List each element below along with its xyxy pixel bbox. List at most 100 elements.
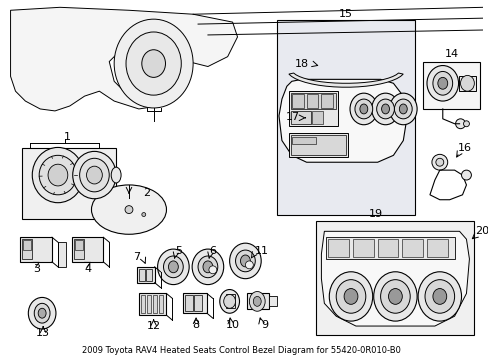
Ellipse shape bbox=[91, 185, 166, 234]
Bar bbox=[145, 269, 151, 281]
Circle shape bbox=[463, 121, 468, 127]
Ellipse shape bbox=[460, 75, 473, 91]
Text: 14: 14 bbox=[444, 49, 458, 59]
Bar bbox=[311, 111, 323, 124]
Ellipse shape bbox=[245, 261, 253, 269]
Bar bbox=[327, 239, 348, 257]
Ellipse shape bbox=[198, 256, 217, 278]
Ellipse shape bbox=[249, 292, 264, 311]
Bar bbox=[38, 306, 46, 311]
Ellipse shape bbox=[28, 297, 56, 329]
Polygon shape bbox=[11, 7, 237, 111]
Bar bbox=[306, 94, 318, 108]
Text: 11: 11 bbox=[255, 246, 268, 256]
Bar bbox=[377, 239, 398, 257]
Bar bbox=[139, 269, 144, 281]
Ellipse shape bbox=[223, 294, 235, 308]
Circle shape bbox=[142, 212, 145, 216]
Ellipse shape bbox=[373, 272, 416, 321]
Text: 17: 17 bbox=[285, 112, 299, 122]
Ellipse shape bbox=[86, 166, 102, 184]
Ellipse shape bbox=[399, 104, 407, 114]
Polygon shape bbox=[278, 79, 407, 162]
Bar bbox=[288, 91, 338, 126]
Ellipse shape bbox=[424, 280, 454, 313]
Ellipse shape bbox=[114, 19, 193, 108]
Ellipse shape bbox=[80, 158, 109, 192]
Ellipse shape bbox=[389, 93, 416, 125]
Text: 7: 7 bbox=[133, 252, 140, 262]
Text: 5: 5 bbox=[174, 246, 182, 256]
Circle shape bbox=[431, 154, 447, 170]
Ellipse shape bbox=[253, 296, 261, 306]
Bar bbox=[139, 293, 166, 315]
Bar bbox=[422, 62, 479, 109]
Circle shape bbox=[455, 119, 465, 129]
Text: 18: 18 bbox=[294, 59, 308, 68]
Ellipse shape bbox=[38, 308, 46, 318]
Bar bbox=[194, 296, 202, 311]
Bar bbox=[23, 240, 31, 250]
Bar bbox=[402, 239, 422, 257]
Bar bbox=[22, 148, 116, 220]
Ellipse shape bbox=[111, 167, 121, 183]
Text: 2: 2 bbox=[143, 188, 150, 198]
Bar bbox=[268, 296, 276, 306]
Polygon shape bbox=[276, 20, 414, 215]
Text: 4: 4 bbox=[84, 264, 91, 274]
Ellipse shape bbox=[219, 289, 239, 313]
Text: 15: 15 bbox=[338, 9, 352, 19]
Bar bbox=[458, 76, 475, 91]
Ellipse shape bbox=[432, 71, 452, 95]
Bar bbox=[141, 296, 144, 313]
Bar bbox=[158, 296, 162, 313]
Bar bbox=[288, 132, 347, 157]
Ellipse shape bbox=[34, 303, 50, 323]
Bar bbox=[316, 221, 473, 335]
Ellipse shape bbox=[163, 256, 183, 278]
Polygon shape bbox=[321, 231, 468, 326]
Text: 16: 16 bbox=[457, 143, 470, 153]
Ellipse shape bbox=[328, 272, 372, 321]
Text: 20: 20 bbox=[474, 226, 488, 236]
Bar bbox=[352, 239, 373, 257]
Bar bbox=[291, 136, 316, 144]
Text: 13: 13 bbox=[36, 328, 50, 338]
Ellipse shape bbox=[380, 280, 409, 313]
Ellipse shape bbox=[157, 249, 189, 285]
Text: 8: 8 bbox=[192, 320, 199, 330]
Circle shape bbox=[125, 206, 133, 213]
Text: 1: 1 bbox=[64, 132, 71, 141]
Ellipse shape bbox=[336, 280, 365, 313]
Ellipse shape bbox=[349, 93, 377, 125]
Bar bbox=[58, 242, 66, 267]
Bar bbox=[137, 267, 154, 283]
Bar bbox=[185, 296, 193, 311]
Polygon shape bbox=[288, 73, 403, 87]
Bar bbox=[152, 296, 156, 313]
Bar bbox=[426, 239, 447, 257]
Text: 9: 9 bbox=[261, 320, 268, 330]
Bar bbox=[22, 239, 32, 259]
Bar bbox=[325, 237, 454, 259]
Bar bbox=[321, 94, 332, 108]
Ellipse shape bbox=[208, 266, 216, 274]
Ellipse shape bbox=[437, 77, 447, 89]
Ellipse shape bbox=[394, 99, 411, 119]
Ellipse shape bbox=[417, 272, 461, 321]
Bar bbox=[74, 239, 83, 259]
Ellipse shape bbox=[426, 66, 458, 101]
Ellipse shape bbox=[203, 261, 212, 273]
Ellipse shape bbox=[126, 32, 181, 95]
Text: 2009 Toyota RAV4 Heated Seats Control Bezel Diagram for 55420-0R010-B0: 2009 Toyota RAV4 Heated Seats Control Be… bbox=[82, 346, 400, 355]
Ellipse shape bbox=[376, 99, 394, 119]
Text: 3: 3 bbox=[33, 264, 40, 274]
Ellipse shape bbox=[39, 155, 77, 195]
Ellipse shape bbox=[354, 99, 372, 119]
Text: 10: 10 bbox=[225, 320, 239, 330]
Ellipse shape bbox=[359, 104, 367, 114]
Ellipse shape bbox=[432, 289, 446, 304]
Text: 6: 6 bbox=[209, 246, 216, 256]
Bar bbox=[291, 94, 303, 108]
Ellipse shape bbox=[192, 249, 223, 285]
